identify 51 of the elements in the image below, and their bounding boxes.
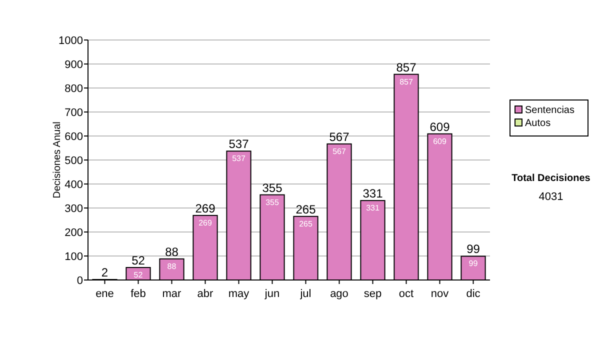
y-tick-label: 1000	[58, 35, 83, 47]
total-label: 2	[101, 266, 108, 280]
data-label: 99	[468, 259, 478, 268]
y-tick-label: 0	[76, 275, 83, 287]
data-label: 609	[433, 136, 447, 146]
data-label: 857	[400, 77, 414, 86]
data-label: 331	[366, 204, 380, 213]
total-label: 331	[362, 186, 384, 201]
y-tick-label: 100	[64, 251, 83, 263]
data-label: 265	[299, 219, 313, 228]
x-tick-label: dic	[466, 288, 481, 300]
y-axis-title: Decisiones Anual	[52, 122, 63, 198]
total-label: 88	[165, 244, 179, 259]
x-tick-label: ago	[330, 288, 348, 300]
x-tick-label: jun	[264, 288, 280, 300]
x-tick-label: ene	[96, 288, 114, 300]
total-label: 265	[296, 202, 316, 216]
x-tick-label: jul	[299, 288, 312, 300]
y-tick-label: 300	[64, 203, 83, 215]
data-label: 269	[198, 218, 212, 228]
data-label: 537	[232, 154, 246, 164]
text: 4031	[538, 191, 564, 203]
data-label: 88	[167, 262, 177, 271]
legend-label: Sentencias	[525, 105, 574, 116]
total-label: 99	[466, 242, 480, 256]
x-tick-label: may	[228, 288, 250, 300]
data-label: 567	[332, 146, 346, 156]
y-tick-label: 600	[64, 131, 83, 143]
total-label: 609	[430, 120, 450, 134]
y-tick-label: 700	[64, 107, 83, 119]
y-tick-label: 500	[64, 155, 83, 167]
text: Total Decisiones	[512, 173, 591, 184]
x-tick-label: abr	[197, 288, 214, 300]
x-tick-label: nov	[430, 288, 450, 300]
x-tick-label: feb	[130, 288, 146, 300]
total-label: 52	[132, 254, 146, 268]
x-tick-label: oct	[398, 288, 414, 300]
y-tick-label: 800	[64, 83, 83, 95]
y-tick-label: 400	[64, 179, 83, 191]
y-tick-label: 200	[64, 227, 83, 239]
total-label: 269	[195, 201, 216, 216]
total-label: 857	[396, 60, 417, 74]
data-label: 52	[134, 270, 144, 280]
legend-label: Autos	[525, 118, 551, 129]
data-label: 355	[266, 198, 280, 207]
total-label: 537	[228, 137, 250, 152]
y-tick-label: 900	[64, 59, 83, 71]
total-label: 567	[329, 130, 350, 144]
x-tick-label: sep	[364, 288, 382, 300]
x-tick-label: mar	[162, 288, 182, 300]
total-label: 355	[262, 180, 283, 195]
